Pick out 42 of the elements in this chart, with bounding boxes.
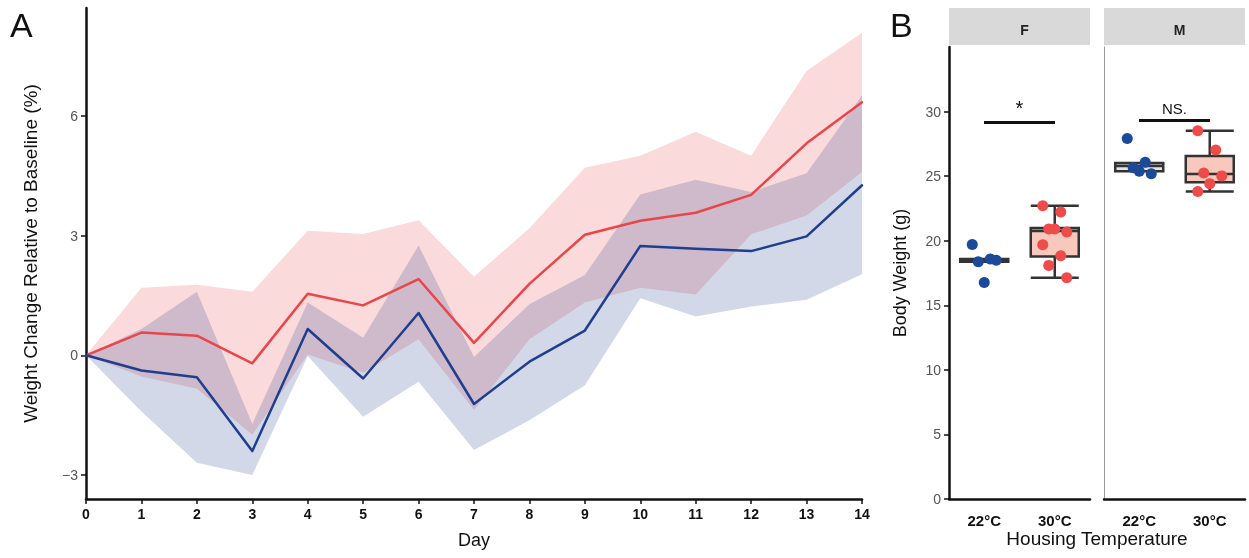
y-tick-label: −3 bbox=[62, 467, 79, 484]
x-tick-label: 8 bbox=[525, 506, 534, 522]
y-tick-label: 20 bbox=[925, 232, 942, 249]
x-tick-label: 22°C bbox=[1122, 512, 1157, 529]
x-tick-label: 7 bbox=[470, 506, 479, 522]
y-axis-title: Weight Change Relative to Baseline (%) bbox=[20, 84, 41, 423]
x-tick-label: 1 bbox=[137, 506, 146, 522]
x-tick-label: 13 bbox=[798, 506, 815, 522]
text: A bbox=[10, 6, 33, 44]
x-tick-label: 11 bbox=[688, 506, 704, 522]
x-axis-title: Housing Temperature bbox=[1005, 528, 1189, 550]
y-tick-label: 0 bbox=[933, 491, 942, 507]
x-tick-label: 3 bbox=[248, 506, 257, 522]
annotation: NS. bbox=[1161, 99, 1188, 117]
y-tick-label: 15 bbox=[925, 297, 942, 314]
y-tick-label: 0 bbox=[70, 347, 79, 364]
x-tick-label: 6 bbox=[414, 506, 423, 522]
x-tick-label: 2 bbox=[192, 506, 201, 522]
y-tick-label: 6 bbox=[70, 107, 79, 124]
x-tick-label: 14 bbox=[854, 506, 870, 522]
y-tick-label: 5 bbox=[933, 426, 942, 443]
x-axis-title: Day bbox=[457, 530, 491, 550]
chart-title: F bbox=[1020, 22, 1030, 38]
line-series bbox=[84, 183, 864, 453]
x-tick-label: 30°C bbox=[1192, 512, 1227, 529]
x-tick-label: 4 bbox=[303, 506, 312, 522]
y-tick-label: 3 bbox=[70, 227, 79, 244]
y-axis-title: Body Weight (g) bbox=[890, 208, 910, 338]
text: B bbox=[890, 6, 913, 44]
annotation: * bbox=[1015, 96, 1024, 119]
y-tick-label: 30 bbox=[925, 103, 942, 120]
x-tick-label: 30°C bbox=[1037, 512, 1072, 529]
line-series bbox=[84, 100, 864, 365]
x-tick-label: 9 bbox=[580, 506, 589, 522]
x-tick-label: 22°C bbox=[967, 512, 1002, 529]
y-tick-label: 25 bbox=[925, 168, 942, 185]
chart-title: M bbox=[1173, 22, 1186, 38]
x-tick-label: 10 bbox=[632, 506, 649, 522]
x-tick-label: 12 bbox=[743, 506, 760, 522]
x-tick-label: 0 bbox=[82, 506, 91, 522]
y-tick-label: 10 bbox=[925, 361, 942, 378]
x-tick-label: 5 bbox=[359, 506, 368, 522]
